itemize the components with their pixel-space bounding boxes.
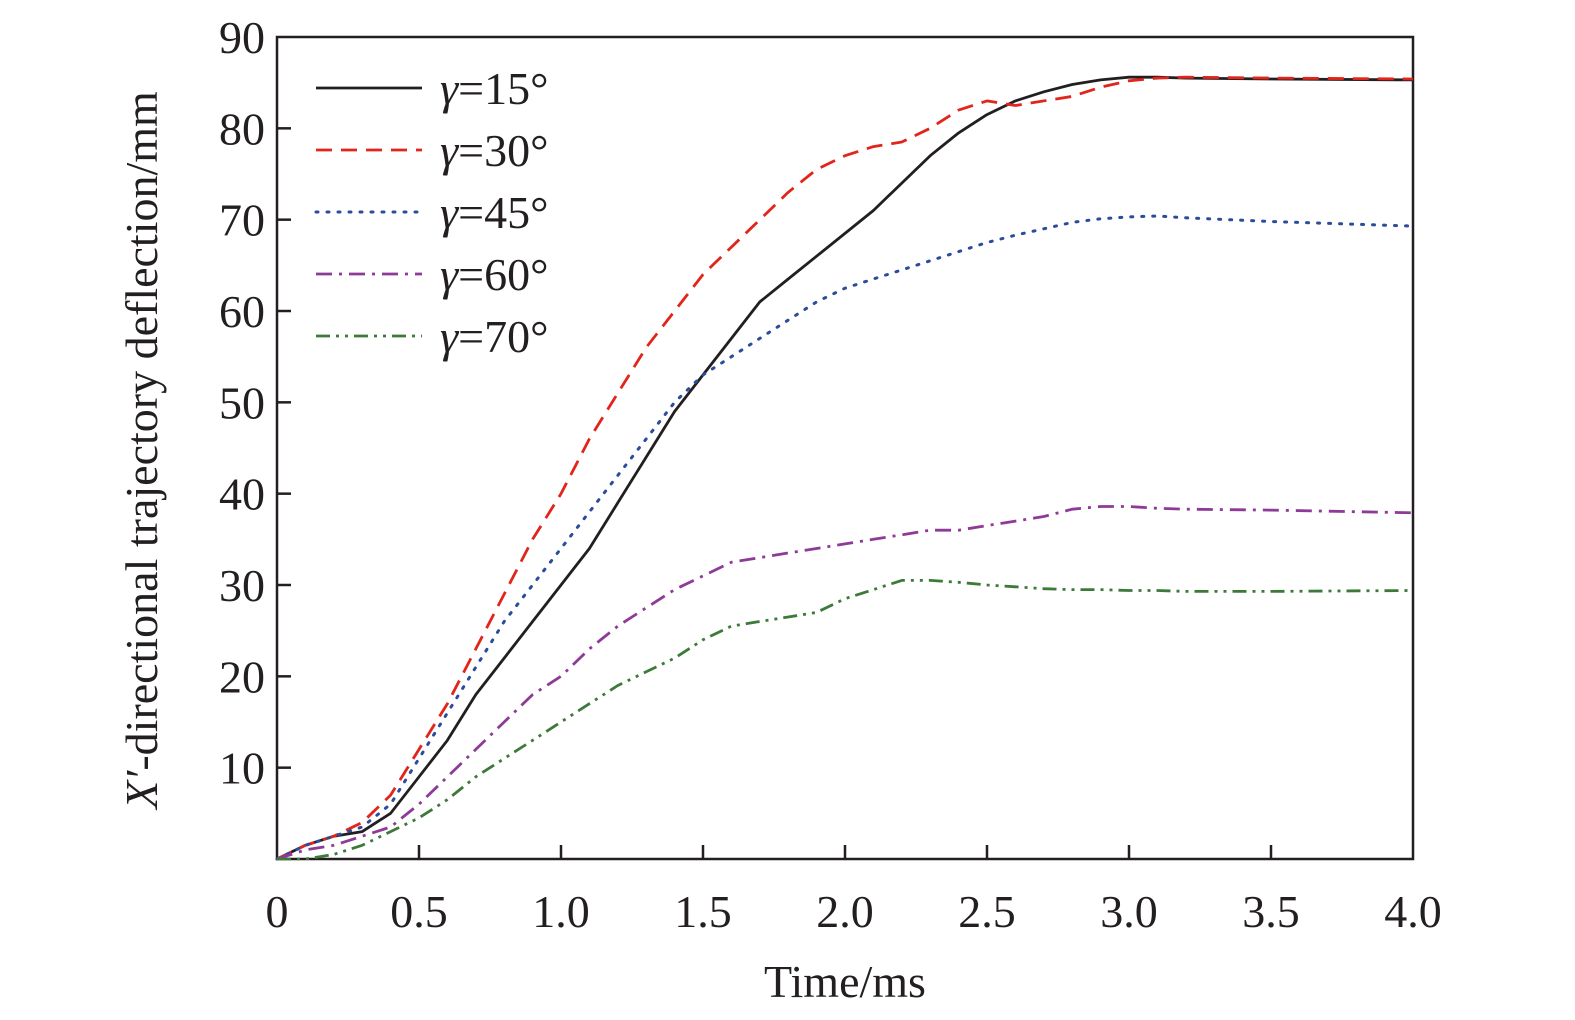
y-tick-label: 90 bbox=[219, 12, 265, 63]
legend-gamma-value: =30° bbox=[458, 125, 548, 176]
legend-gamma-value: =70° bbox=[458, 311, 548, 362]
x-tick-label: 0 bbox=[266, 886, 289, 937]
legend-gamma-symbol: γ bbox=[440, 187, 460, 238]
legend-label: γ=15° bbox=[440, 63, 548, 114]
series-lines bbox=[275, 75, 1415, 861]
series-line-2 bbox=[276, 75, 1414, 861]
legend-gamma-symbol: γ bbox=[440, 311, 460, 362]
x-tick-label: 0.5 bbox=[390, 886, 448, 937]
series-line-3 bbox=[275, 214, 1415, 861]
y-tick-label: 30 bbox=[219, 560, 265, 611]
series-line-4 bbox=[276, 505, 1414, 861]
y-tick-label: 70 bbox=[219, 195, 265, 246]
y-axis-label-suffix: -directional trajectory deflection/mm bbox=[116, 91, 167, 771]
y-tick-label: 40 bbox=[219, 469, 265, 520]
legend-label: γ=70° bbox=[440, 311, 548, 362]
legend-label: γ=45° bbox=[440, 187, 548, 238]
y-tick-label: 60 bbox=[219, 286, 265, 337]
y-axis-label-prefix: X′ bbox=[116, 770, 167, 811]
x-tick-label: 4.0 bbox=[1384, 886, 1442, 937]
x-tick-label: 3.5 bbox=[1242, 886, 1300, 937]
x-tick-label: 2.5 bbox=[958, 886, 1016, 937]
x-axis-label: Time/ms bbox=[764, 956, 926, 1007]
y-axis-ticks: 10 20 30 40 50 60 70 80 90 bbox=[219, 12, 291, 794]
y-tick-label: 80 bbox=[219, 103, 265, 154]
legend-label: γ=60° bbox=[440, 249, 548, 300]
y-axis-label: X′-directional trajectory deflection/mm bbox=[116, 91, 167, 811]
x-tick-label: 2.0 bbox=[816, 886, 874, 937]
legend-gamma-symbol: γ bbox=[440, 125, 460, 176]
legend-gamma-value: =45° bbox=[458, 187, 548, 238]
y-tick-label: 50 bbox=[219, 377, 265, 428]
legend-gamma-symbol: γ bbox=[440, 249, 460, 300]
legend-label: γ=30° bbox=[440, 125, 548, 176]
series-line-1 bbox=[276, 75, 1414, 861]
legend-gamma-symbol: γ bbox=[440, 63, 460, 114]
series-line-5 bbox=[277, 579, 1414, 861]
legend-gamma-value: =15° bbox=[458, 63, 548, 114]
x-axis-ticks: 0 0.5 1.0 1.5 2.0 2.5 3.0 3.5 4.0 bbox=[266, 845, 1442, 937]
x-tick-label: 3.0 bbox=[1100, 886, 1158, 937]
legend: γ=15°γ=30°γ=45°γ=60°γ=70° bbox=[314, 63, 548, 362]
x-tick-label: 1.5 bbox=[674, 886, 732, 937]
y-tick-label: 10 bbox=[219, 743, 265, 794]
legend-gamma-value: =60° bbox=[458, 249, 548, 300]
y-tick-label: 20 bbox=[219, 651, 265, 702]
x-tick-label: 1.0 bbox=[532, 886, 590, 937]
